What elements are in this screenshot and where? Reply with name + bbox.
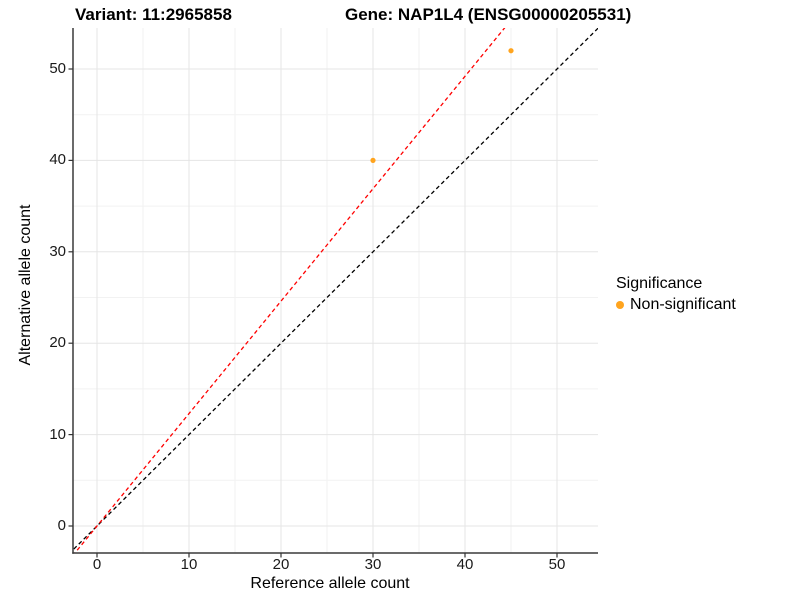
- plot-title-gene: Gene: NAP1L4 (ENSG00000205531): [345, 5, 632, 24]
- x-tick-label: 0: [92, 556, 102, 573]
- fit-line: [74, 28, 506, 553]
- legend-title: Significance: [616, 275, 703, 292]
- x-tick-label: 10: [180, 556, 198, 573]
- y-axis-title: Alternative allele count: [17, 204, 34, 366]
- y-tick-label: 40: [49, 151, 66, 169]
- legend-item-non-significant[interactable]: Non-significant: [616, 296, 736, 314]
- identity-line: [73, 28, 598, 551]
- legend: Significance Non-significant: [616, 275, 736, 314]
- x-tick-label: 20: [272, 556, 290, 573]
- non-significant-dot-icon: [616, 301, 624, 309]
- data-point[interactable]: [508, 48, 514, 54]
- y-tick-label: 0: [57, 517, 66, 534]
- legend-item-label: Non-significant: [630, 296, 736, 313]
- data-point[interactable]: [370, 157, 376, 163]
- x-tick-label: 50: [548, 556, 566, 573]
- x-tick-label: 30: [364, 556, 382, 573]
- plot-title-variant: Variant: 11:2965858: [75, 5, 232, 24]
- y-tick-label: 20: [49, 334, 66, 352]
- y-tick-label: 30: [49, 242, 66, 260]
- x-tick-label: 40: [456, 556, 474, 573]
- x-axis-title: Reference allele count: [250, 575, 410, 592]
- y-tick-label: 50: [49, 60, 66, 77]
- y-tick-label: 10: [49, 425, 66, 443]
